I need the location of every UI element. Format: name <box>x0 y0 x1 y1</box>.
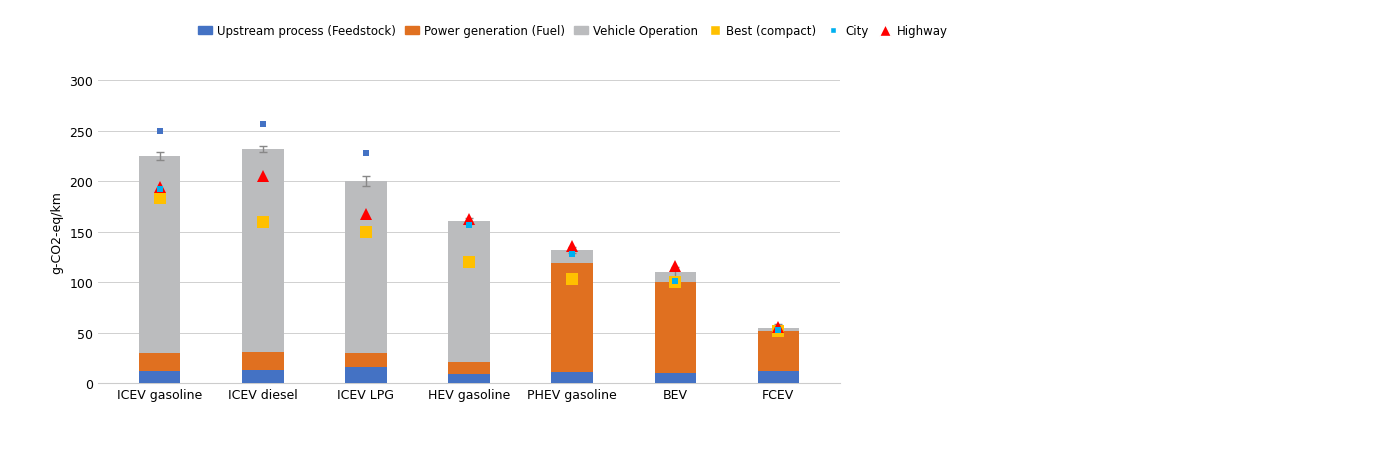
Bar <box>346 367 386 383</box>
Bar <box>655 272 696 283</box>
Bar <box>242 352 284 370</box>
Bar <box>655 373 696 383</box>
Bar <box>139 371 181 383</box>
Bar <box>552 372 592 383</box>
Bar <box>346 182 386 353</box>
Bar <box>552 250 592 263</box>
Bar <box>655 283 696 373</box>
Bar <box>552 263 592 372</box>
Y-axis label: g-CO2-eq/km: g-CO2-eq/km <box>50 191 64 274</box>
Bar <box>139 353 181 371</box>
Bar <box>242 150 284 352</box>
Bar <box>139 157 181 353</box>
Bar <box>242 370 284 383</box>
Legend: Upstream process (Feedstock), Power generation (Fuel), Vehicle Operation, Best (: Upstream process (Feedstock), Power gene… <box>193 21 952 43</box>
Bar <box>448 362 490 374</box>
Bar <box>757 331 799 371</box>
Bar <box>757 328 799 331</box>
Bar <box>448 221 490 362</box>
Bar <box>757 371 799 383</box>
Bar <box>448 374 490 383</box>
Bar <box>346 353 386 367</box>
